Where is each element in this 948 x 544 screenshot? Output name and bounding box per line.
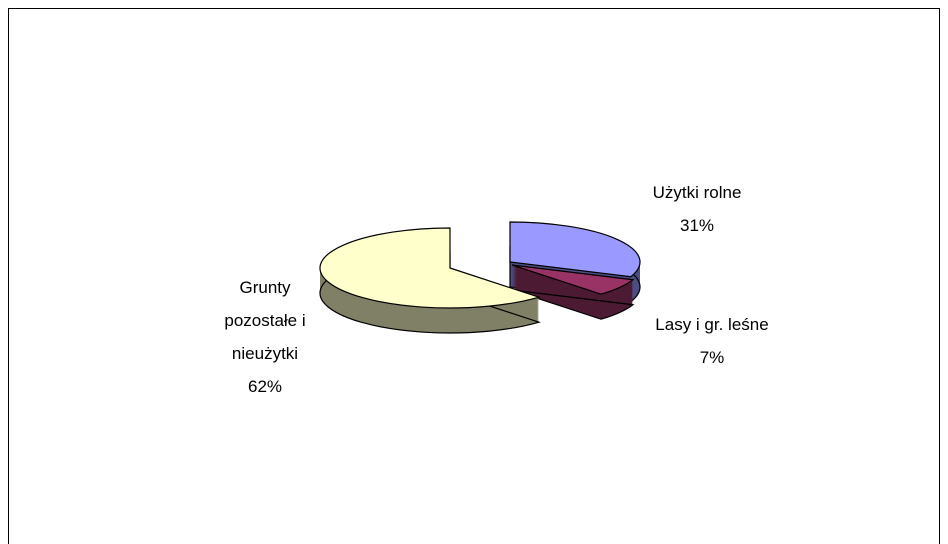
data-label: Użytki rolne 31% <box>653 176 742 242</box>
data-label: Lasy i gr. leśne 7% <box>655 308 768 374</box>
slice-bottom-edge <box>511 289 635 320</box>
value-label: 62% <box>247 377 283 396</box>
chart-frame <box>8 8 940 544</box>
slice <box>509 221 641 278</box>
value-label: 31% <box>679 216 715 235</box>
category-label: Lasy i gr. leśne <box>655 315 769 334</box>
category-label: Grunty pozostałe i nieużytki <box>224 278 306 363</box>
data-label: Grunty pozostałe i nieużytki 62% <box>210 271 320 403</box>
slice <box>319 227 542 309</box>
slice <box>511 264 635 295</box>
value-label: 7% <box>699 348 725 367</box>
category-label: Użytki rolne <box>652 183 742 202</box>
